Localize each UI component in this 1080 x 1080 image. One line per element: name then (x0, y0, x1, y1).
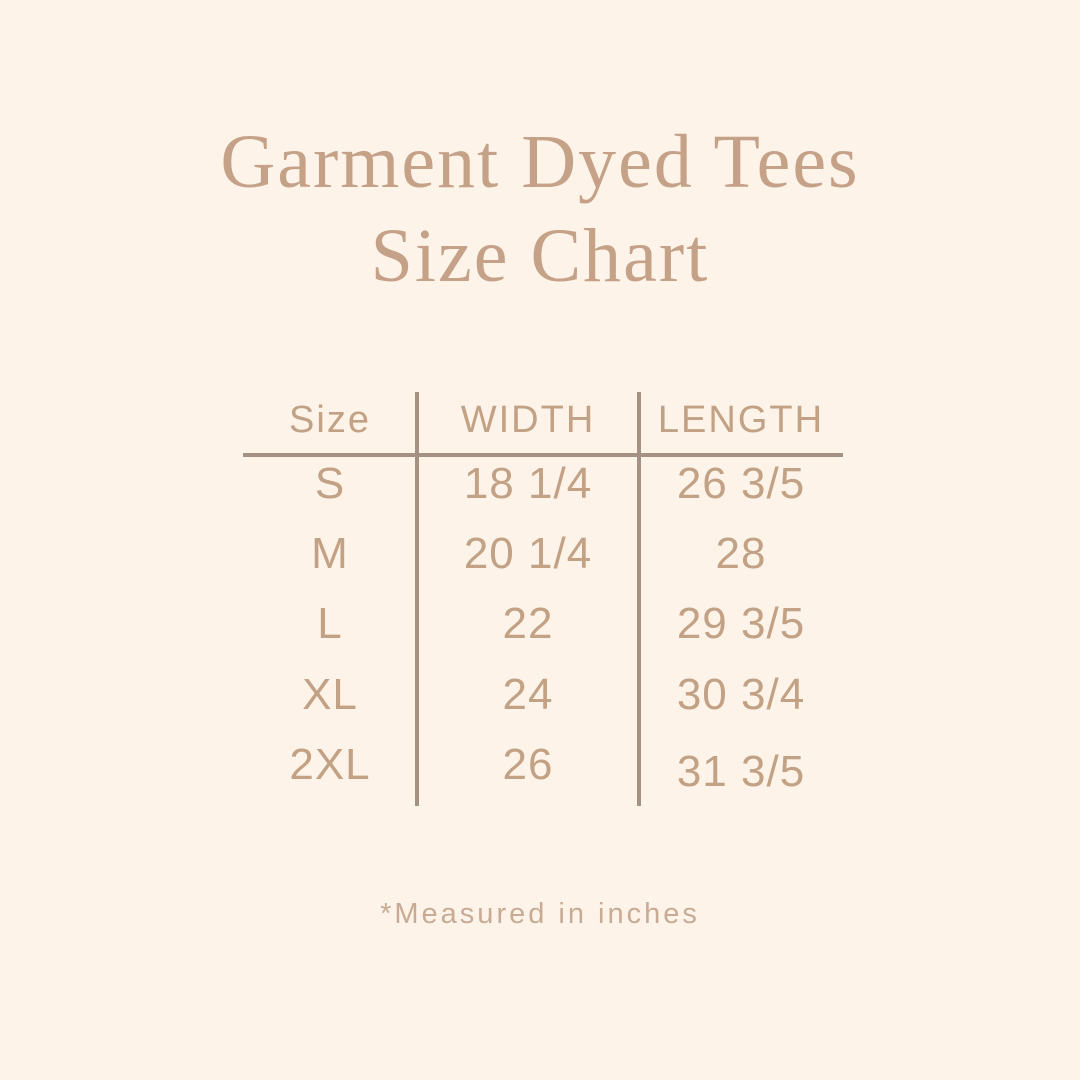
length-cell: 28 (715, 529, 767, 579)
column-header-width: WIDTH (460, 399, 596, 441)
width-cell: 24 (502, 669, 554, 719)
size-cell: M (311, 529, 349, 579)
size-table-grid: Size WIDTH LENGTH S 18 1/4 26 3/5 M 20 1… (243, 392, 843, 806)
title-line-1: Garment Dyed Tees (220, 120, 860, 204)
size-cell: S (314, 459, 346, 509)
size-cell: L (317, 599, 343, 649)
column-divider-size-width (415, 392, 419, 806)
length-cell: 29 3/5 (676, 599, 806, 649)
size-cell: XL (302, 669, 358, 719)
length-cell: 30 3/4 (676, 669, 806, 719)
column-header-length: LENGTH (657, 399, 825, 441)
column-divider-width-length (637, 392, 641, 806)
size-table: Size WIDTH LENGTH S 18 1/4 26 3/5 M 20 1… (243, 392, 843, 806)
measurement-note: *Measured in inches (380, 898, 700, 930)
header-divider-line (243, 453, 843, 457)
width-cell: 26 (502, 739, 554, 789)
width-cell: 18 1/4 (463, 459, 593, 509)
size-cell: 2XL (289, 739, 371, 789)
width-cell: 20 1/4 (463, 529, 593, 579)
title-line-2: Size Chart (370, 214, 710, 298)
width-cell: 22 (502, 599, 554, 649)
length-cell: 31 3/5 (676, 746, 806, 796)
column-header-size: Size (289, 399, 371, 441)
length-cell: 26 3/5 (676, 459, 806, 509)
page-title: Garment Dyed Tees Size Chart (0, 115, 1080, 303)
